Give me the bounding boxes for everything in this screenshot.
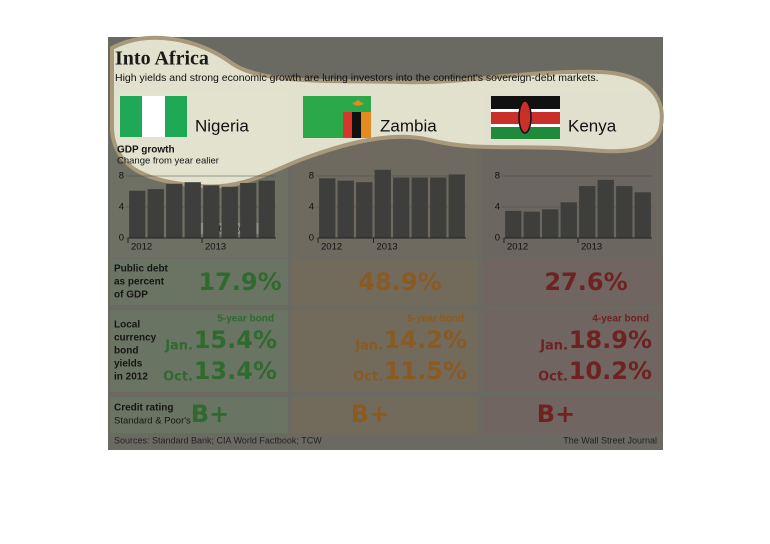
country-name: Zambia xyxy=(380,116,437,135)
y-tick-label: 0 xyxy=(495,233,500,244)
x-tick-label: 2012 xyxy=(507,242,528,253)
yield-label: Local xyxy=(114,320,140,331)
flag-nigeria xyxy=(120,96,187,137)
bar xyxy=(240,182,257,238)
x-tick-label: 2012 xyxy=(321,242,342,253)
bar xyxy=(337,180,354,238)
oct: Oct. xyxy=(538,370,568,385)
jan-yield: 18.9% xyxy=(569,326,652,354)
flag-kenya xyxy=(491,96,560,139)
oct-yield: 10.2% xyxy=(569,357,652,385)
bar xyxy=(221,186,238,238)
oct-yield: 11.5% xyxy=(384,357,467,385)
rating: B+ xyxy=(191,400,229,428)
bar xyxy=(430,177,447,238)
x-tick-label: 2013 xyxy=(377,242,398,253)
jan-yield: 14.2% xyxy=(384,326,467,354)
x-tick-label: 2013 xyxy=(581,242,602,253)
credit-sub: Standard & Poor's xyxy=(114,416,191,427)
yield-label: currency xyxy=(114,333,157,344)
debt: 27.6% xyxy=(544,268,627,296)
bond-term: 4-year bond xyxy=(592,314,649,325)
debt: 17.9% xyxy=(198,268,281,296)
yield-label: in 2012 xyxy=(114,372,148,383)
x-tick-label: 2012 xyxy=(131,242,152,253)
subtitle: High yields and strong economic growth a… xyxy=(115,72,599,84)
y-tick-label: 8 xyxy=(495,171,500,182)
bond-term: 5-year bond xyxy=(407,314,464,325)
bond-term: 5-year bond xyxy=(217,314,274,325)
bar xyxy=(634,192,651,238)
bar xyxy=(597,179,614,238)
yield-label: bond xyxy=(114,346,138,357)
rating: B+ xyxy=(537,400,575,428)
row-backgrounds xyxy=(110,259,661,433)
bar xyxy=(579,186,596,238)
bar xyxy=(203,185,220,238)
jan-yield: 15.4% xyxy=(194,326,277,354)
bar xyxy=(393,177,410,238)
bar xyxy=(560,202,577,238)
bar xyxy=(166,183,183,238)
bar xyxy=(411,177,428,238)
gdp-title: GDP growth xyxy=(117,145,175,156)
credit: The Wall Street Journal xyxy=(563,435,657,445)
oct-yield: 13.4% xyxy=(194,357,277,385)
bar xyxy=(319,178,336,238)
bar xyxy=(147,189,164,238)
x-tick-label: 2013 xyxy=(205,242,226,253)
y-tick-label: 0 xyxy=(309,233,314,244)
bar xyxy=(129,190,146,238)
source: Sources: Standard Bank; CIA World Factbo… xyxy=(114,435,322,445)
bar xyxy=(374,169,391,238)
oct: Oct. xyxy=(163,370,193,385)
debt-label: Public debt xyxy=(114,264,169,275)
bar xyxy=(258,180,275,238)
debt-label: of GDP xyxy=(114,290,148,301)
bar xyxy=(505,210,522,238)
bar xyxy=(356,182,373,238)
country-name: Nigeria xyxy=(195,116,249,135)
jan: Jan. xyxy=(164,339,193,354)
highlight xyxy=(110,35,664,189)
y-tick-label: 4 xyxy=(309,202,314,213)
jan: Jan. xyxy=(354,339,383,354)
bar xyxy=(448,174,465,238)
country-name: Kenya xyxy=(568,116,617,135)
y-tick-label: 4 xyxy=(119,202,124,213)
oct: Oct. xyxy=(353,370,383,385)
bar xyxy=(184,182,201,238)
y-tick-label: 0 xyxy=(119,233,124,244)
title: Into Africa xyxy=(115,48,209,70)
gdp-subtitle: Change from year ealier xyxy=(117,156,219,167)
debt: 48.9% xyxy=(358,268,441,296)
jan: Jan. xyxy=(539,339,568,354)
credit-label: Credit rating xyxy=(114,403,173,414)
yield-label: yields xyxy=(114,359,143,370)
flag-zambia xyxy=(303,96,371,138)
y-tick-label: 8 xyxy=(119,171,124,182)
y-tick-label: 4 xyxy=(495,202,500,213)
bar xyxy=(616,186,633,238)
rating: B+ xyxy=(351,400,389,428)
debt-label: as percent xyxy=(114,277,165,288)
bar xyxy=(542,209,559,238)
bar xyxy=(523,211,540,238)
y-tick-label: 8 xyxy=(309,171,314,182)
